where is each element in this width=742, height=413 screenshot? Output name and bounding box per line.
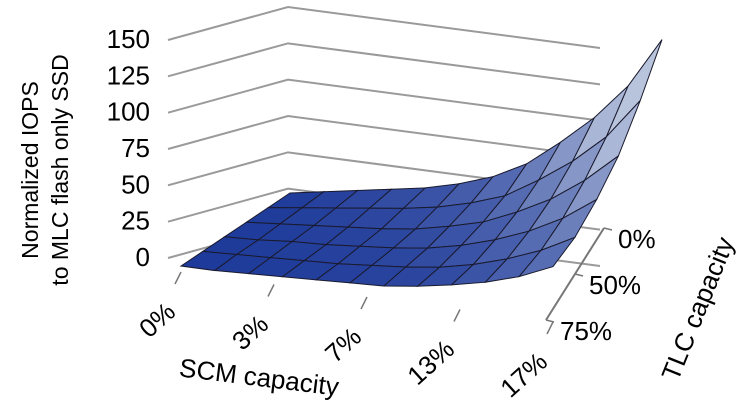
z-tick-mark [545, 319, 555, 323]
depth-axis [545, 227, 613, 323]
surface-cell [517, 236, 577, 278]
z-tick-labels: 0% 50% 75% [560, 224, 656, 346]
y-axis-title-line1: Normalized IOPS [17, 81, 43, 259]
y-tick-labels: 0 25 50 75 100 125 150 [107, 24, 150, 272]
gridline [167, 5, 601, 49]
y-tick-label: 100 [107, 97, 150, 127]
y-tick-label: 25 [121, 206, 150, 236]
y-axis-title-line2: to MLC flash only SSD [47, 54, 73, 285]
x-tick-label: 3% [226, 309, 274, 356]
z-tick-mark [574, 273, 584, 277]
x-tick-mark [546, 321, 554, 335]
y-tick-label: 0 [136, 242, 150, 272]
gridline [167, 78, 601, 122]
x-tick-mark [267, 284, 275, 297]
y-tick-label: 75 [121, 133, 150, 163]
z-axis-title: TLC capacity [655, 233, 740, 385]
y-tick-label: 50 [121, 169, 150, 199]
x-tick-label: 13% [401, 334, 460, 391]
y-tick-label: 125 [107, 60, 150, 90]
gridline [167, 42, 601, 86]
x-tick-mark [453, 309, 461, 322]
z-tick-mark [603, 227, 613, 231]
z-tick-label: 50% [589, 270, 641, 300]
gridlines [167, 5, 601, 267]
y-tick-label: 150 [107, 24, 150, 54]
z-tick-label: 0% [618, 224, 656, 254]
z-tick-label: 75% [560, 316, 612, 346]
x-tick-mark [174, 271, 182, 285]
surface-mesh [179, 39, 663, 287]
x-tick-label: 7% [319, 321, 367, 368]
x-tick-label: 0% [133, 296, 181, 343]
surface-cell [605, 39, 663, 138]
x-axis-title: SCM capacity [178, 352, 341, 401]
x-tick-mark [360, 296, 368, 310]
x-tick-label: 17% [494, 346, 553, 403]
gridline [167, 114, 601, 158]
